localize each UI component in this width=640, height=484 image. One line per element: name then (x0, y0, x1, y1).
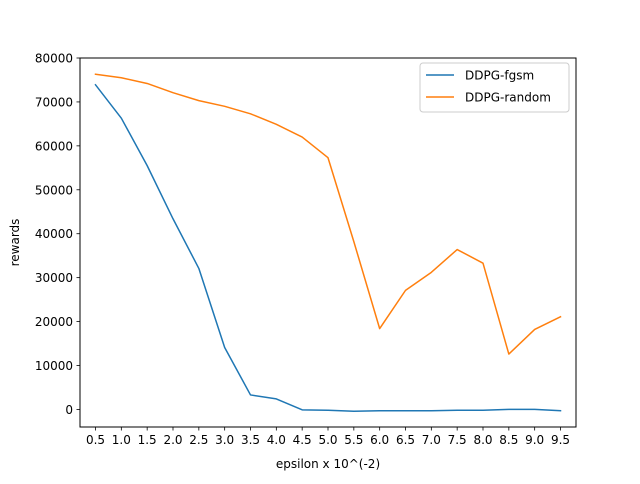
x-tick-label: 3.5 (241, 433, 260, 447)
x-tick-label: 9.0 (525, 433, 544, 447)
x-axis-label: epsilon x 10^(-2) (276, 457, 380, 471)
x-tick-label: 2.0 (163, 433, 182, 447)
y-tick-label: 60000 (35, 139, 73, 153)
x-tick-label: 4.5 (293, 433, 312, 447)
series-lines (94, 73, 562, 412)
x-tick-label: 7.0 (422, 433, 441, 447)
series-line-ddpg-fgsm (94, 83, 562, 412)
x-axis: 0.5 1.0 1.5 2.0 2.5 3.0 3.5 4.0 4.5 5.0 5.5 6.0 6.5 7… (86, 427, 570, 447)
y-tick-label: 30000 (35, 271, 73, 285)
x-tick-label: 2.5 (189, 433, 208, 447)
y-axis-label: rewards (8, 219, 22, 267)
y-tick-label: 10000 (35, 359, 73, 373)
x-tick-label: 8.0 (473, 433, 492, 447)
x-tick-label: 5.5 (344, 433, 363, 447)
series-line-ddpg-random (94, 73, 562, 355)
y-tick-label: 20000 (35, 315, 73, 329)
x-tick-label: 1.0 (112, 433, 131, 447)
x-tick-label: 6.5 (396, 433, 415, 447)
y-tick-label: 40000 (35, 227, 73, 241)
y-tick-label: 50000 (35, 183, 73, 197)
y-axis: 0 10000 20000 30000 40000 50000 60000 70000 8000… (35, 52, 80, 417)
x-tick-label: 1.5 (138, 433, 157, 447)
x-tick-label: 9.5 (551, 433, 570, 447)
x-tick-label: 0.5 (86, 433, 105, 447)
legend-box (419, 62, 570, 113)
legend-entry: DDPG-random (465, 91, 551, 105)
y-tick-label: 0 (65, 403, 73, 417)
x-tick-label: 5.0 (318, 433, 337, 447)
legend: DDPG-fgsm DDPG-random (419, 62, 570, 113)
x-tick-label: 3.0 (215, 433, 234, 447)
x-tick-label: 6.0 (370, 433, 389, 447)
legend-entry: DDPG-fgsm (465, 69, 534, 83)
x-tick-label: 8.5 (499, 433, 518, 447)
y-tick-label: 80000 (35, 52, 73, 66)
x-tick-label: 7.5 (448, 433, 467, 447)
y-tick-label: 70000 (35, 95, 73, 109)
x-tick-label: 4.0 (267, 433, 286, 447)
